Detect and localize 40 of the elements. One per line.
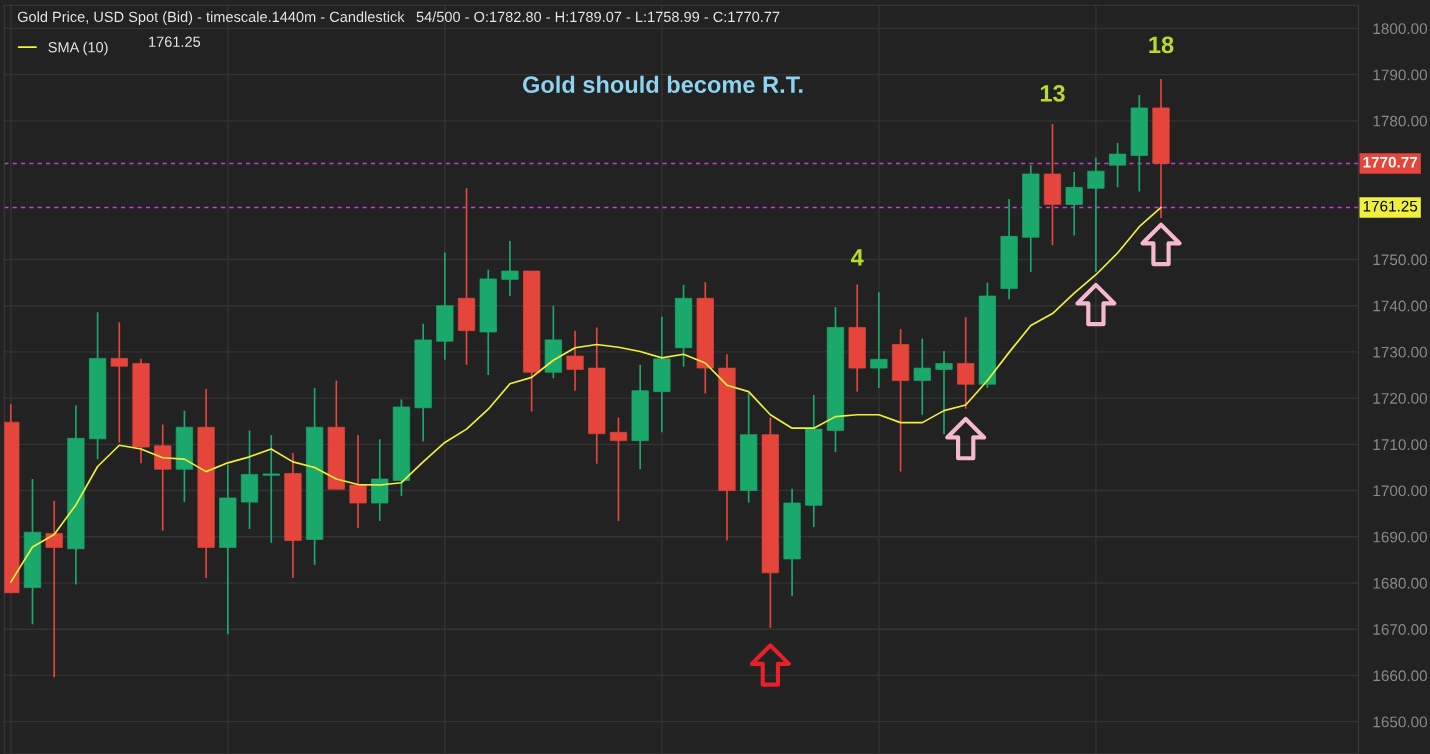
legend-label: SMA (10) xyxy=(48,41,108,56)
y-tick-label: 1730.00 xyxy=(1373,346,1428,358)
candlestick xyxy=(154,423,172,532)
annotation: 54/500 - O:1782.80 - H:1789.07 - L:1758.99 - C:1770.77 xyxy=(416,11,780,23)
candlestick xyxy=(45,499,63,679)
candlestick xyxy=(349,434,367,529)
candlestick xyxy=(957,316,975,410)
annotation: Gold should become R.T. xyxy=(522,75,803,94)
line-series xyxy=(9,206,1162,583)
chart-title: Gold Price, USD Spot (Bid) - timescale.1440m - Candlestick xyxy=(17,11,405,25)
ref-line-label: 1770.77 xyxy=(1363,156,1418,168)
y-tick-label: 1660.00 xyxy=(1373,670,1428,682)
annotation: 13 xyxy=(1040,85,1065,102)
y-tick-label: 1800.00 xyxy=(1373,23,1428,35)
y-tick-label: 1700.00 xyxy=(1373,485,1428,497)
y-tick-label: 1680.00 xyxy=(1373,577,1428,589)
candlestick xyxy=(609,416,628,522)
candlestick xyxy=(566,329,584,392)
y-tick-label: 1690.00 xyxy=(1373,531,1428,543)
y-tick-label: 1780.00 xyxy=(1373,115,1428,127)
candlestick xyxy=(1087,156,1105,273)
annotation: 4 xyxy=(850,249,864,266)
candlestick xyxy=(501,240,519,297)
annotation: 1761.25 xyxy=(149,36,201,47)
candlestick xyxy=(870,291,888,389)
annotation: 18 xyxy=(1149,36,1174,54)
candlestick xyxy=(913,337,931,416)
candlestick xyxy=(935,350,953,436)
y-tick-label: 1710.00 xyxy=(1373,439,1428,451)
candlestick xyxy=(262,434,280,544)
y-tick-label: 1790.00 xyxy=(1373,69,1428,81)
candlestick xyxy=(110,321,128,444)
y-tick-label: 1750.00 xyxy=(1373,254,1428,266)
candlestick xyxy=(1065,171,1083,237)
y-tick-label: 1720.00 xyxy=(1373,392,1428,404)
y-tick-label: 1650.00 xyxy=(1373,716,1428,728)
y-tick-label: 1670.00 xyxy=(1373,624,1428,635)
y-tick-label: 1740.00 xyxy=(1373,300,1428,312)
ref-line-label: 1761.25 xyxy=(1363,200,1418,212)
candlestick xyxy=(1109,142,1127,189)
